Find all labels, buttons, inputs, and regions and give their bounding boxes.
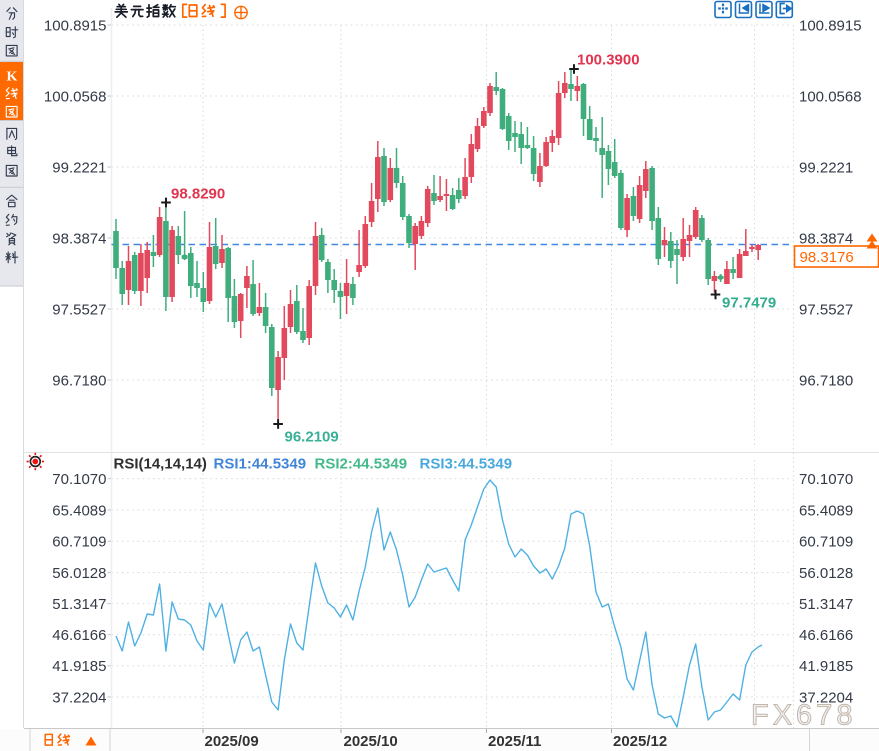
svg-text:97.5527: 97.5527 [799, 301, 853, 318]
svg-text:K: K [7, 70, 18, 85]
svg-text:2025/11: 2025/11 [488, 733, 541, 750]
svg-text:60.7109: 60.7109 [799, 534, 853, 551]
svg-text:100.3900: 100.3900 [577, 52, 640, 69]
svg-text:60.7109: 60.7109 [52, 534, 106, 551]
svg-text:FX678: FX678 [751, 700, 856, 732]
svg-text:65.4089: 65.4089 [52, 502, 106, 519]
svg-text:100.8915: 100.8915 [799, 17, 862, 34]
svg-text:RSI2:44.5349: RSI2:44.5349 [315, 456, 408, 473]
svg-text:100.0568: 100.0568 [799, 88, 862, 105]
svg-text:51.3147: 51.3147 [52, 596, 106, 613]
svg-text:41.9185: 41.9185 [52, 658, 106, 675]
svg-text:96.7180: 96.7180 [52, 372, 106, 389]
svg-text:70.1070: 70.1070 [799, 471, 853, 488]
svg-text:70.1070: 70.1070 [52, 471, 106, 488]
svg-text:2025/10: 2025/10 [344, 733, 398, 750]
svg-text:2025/09: 2025/09 [205, 733, 259, 750]
svg-text:96.2109: 96.2109 [285, 429, 339, 446]
svg-text:2025/12: 2025/12 [613, 733, 667, 750]
svg-text:56.0128: 56.0128 [52, 565, 106, 582]
svg-text:100.0568: 100.0568 [44, 88, 107, 105]
svg-text:41.9185: 41.9185 [799, 658, 853, 675]
svg-text:99.2221: 99.2221 [52, 159, 106, 176]
svg-text:100.8915: 100.8915 [44, 17, 107, 34]
svg-text:37.2204: 37.2204 [799, 689, 853, 706]
svg-text:97.5527: 97.5527 [52, 301, 106, 318]
svg-text:98.3874: 98.3874 [52, 230, 106, 247]
svg-text:46.6166: 46.6166 [52, 627, 106, 644]
svg-text:98.3874: 98.3874 [799, 230, 853, 247]
svg-text:51.3147: 51.3147 [799, 596, 853, 613]
svg-text:97.7479: 97.7479 [722, 295, 776, 312]
svg-text:37.2204: 37.2204 [52, 689, 106, 706]
svg-text:46.6166: 46.6166 [799, 627, 853, 644]
svg-text:65.4089: 65.4089 [799, 502, 853, 519]
svg-text:99.2221: 99.2221 [799, 159, 853, 176]
svg-text:56.0128: 56.0128 [799, 565, 853, 582]
svg-text:96.7180: 96.7180 [799, 372, 853, 389]
svg-text:98.8290: 98.8290 [171, 186, 225, 203]
svg-text:RSI(14,14,14): RSI(14,14,14) [114, 456, 207, 473]
svg-text:98.3176: 98.3176 [800, 249, 854, 266]
svg-text:RSI1:44.5349: RSI1:44.5349 [214, 456, 307, 473]
svg-text:RSI3:44.5349: RSI3:44.5349 [420, 456, 513, 473]
